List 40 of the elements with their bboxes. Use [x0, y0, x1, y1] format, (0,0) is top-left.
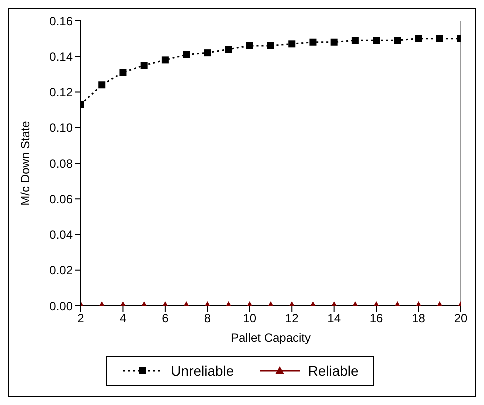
- legend-label: Reliable: [308, 363, 359, 379]
- x-tick-label: 6: [162, 312, 170, 326]
- point: [225, 46, 232, 53]
- y-tick-label: 0.12: [50, 86, 74, 100]
- x-tick-label: 4: [120, 312, 127, 326]
- x-tick-label: 2: [78, 312, 85, 326]
- point: [330, 38, 338, 46]
- y-tick-label: 0.08: [50, 156, 74, 171]
- point: [162, 56, 169, 64]
- legend-label: Unreliable: [171, 363, 234, 379]
- x-tick-label: 12: [285, 312, 300, 326]
- x-axis-title: Pallet Capacity: [230, 331, 312, 345]
- y-tick-label: 0.16: [50, 14, 74, 28]
- point: [352, 37, 359, 44]
- y-tick-label: 0.00: [50, 299, 74, 314]
- point: [268, 42, 274, 50]
- point: [373, 37, 380, 44]
- x-tick-label: 16: [370, 312, 384, 326]
- y-tick-label: 0.02: [50, 264, 74, 278]
- x-tick-label: 10: [243, 312, 257, 326]
- y-tick-label: 0.14: [50, 50, 74, 64]
- x-tick-label: 18: [412, 312, 426, 326]
- x-tick-label: 20: [454, 312, 468, 326]
- point: [183, 51, 190, 58]
- y-tick-label: 0.06: [50, 192, 74, 206]
- point: [246, 42, 254, 50]
- point: [140, 62, 148, 70]
- point: [415, 35, 422, 42]
- y-axis-title: M/c Down State: [18, 120, 32, 206]
- x-tick-label: 8: [204, 312, 212, 326]
- point: [288, 40, 296, 48]
- point: [98, 82, 106, 89]
- point: [120, 69, 127, 76]
- point: [204, 50, 212, 57]
- y-tick-label: 0.04: [50, 228, 74, 242]
- y-tick-label: 0.10: [50, 121, 74, 136]
- x-tick-label: 14: [328, 312, 342, 326]
- point: [436, 35, 444, 42]
- point: [310, 38, 317, 46]
- point: [394, 37, 402, 44]
